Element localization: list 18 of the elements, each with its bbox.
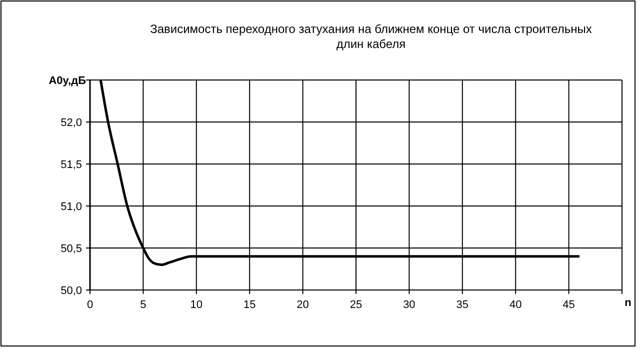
y-axis-title: A0у,дБ	[48, 75, 86, 87]
chart-title: Зависимость переходного затухания на ближнем конце от числа строительных длин кабеля	[150, 22, 592, 51]
y-tick-label: 50,0	[60, 285, 82, 297]
x-tick-label: 15	[243, 299, 256, 311]
y-tick-label: 51,5	[60, 159, 82, 171]
x-tick-label: 30	[403, 299, 416, 311]
x-tick-label: 25	[350, 299, 362, 311]
y-tick-label: 51,0	[60, 201, 82, 213]
x-tick-label: 40	[509, 299, 522, 311]
x-axis-title: n	[624, 297, 632, 309]
x-tick-label: 5	[140, 299, 146, 311]
x-tick-label: 45	[562, 299, 575, 311]
y-tick-label: 52,0	[60, 117, 82, 129]
x-tick-label: 35	[456, 299, 469, 311]
x-tick-label: 20	[296, 299, 309, 311]
x-tick-label: 10	[190, 299, 203, 311]
x-tick-label: 0	[86, 299, 94, 311]
y-tick-label: 50,5	[60, 243, 82, 255]
